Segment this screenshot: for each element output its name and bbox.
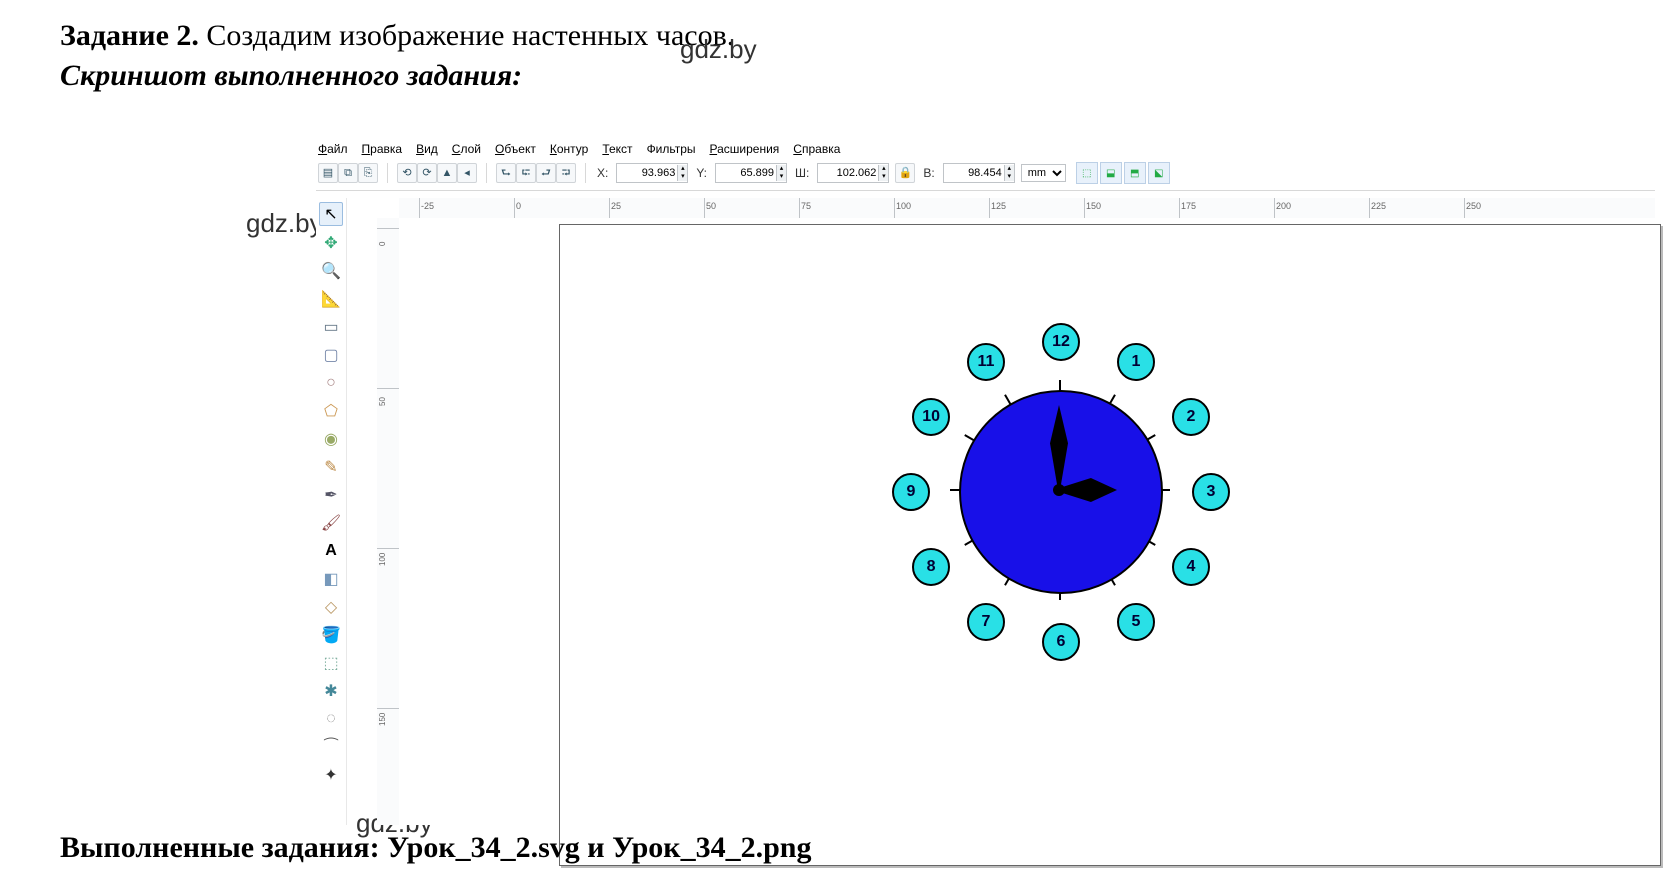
menu-item[interactable]: Фильтры bbox=[647, 142, 696, 156]
ellipse-tool[interactable]: ○ bbox=[320, 372, 342, 394]
measure-tool[interactable]: 📐 bbox=[320, 288, 342, 310]
toolbar-icon[interactable]: ▲ bbox=[437, 163, 457, 183]
calligraphy-tool[interactable]: 🖌 bbox=[320, 512, 342, 534]
toolbar-icon[interactable]: ⎘ bbox=[358, 163, 378, 183]
menu-item[interactable]: Текст bbox=[602, 142, 632, 156]
inkscape-editor: Файл Правка Вид Слой Объект Контур Текст Фильтр… bbox=[316, 138, 1655, 825]
spiral-tool[interactable]: ◉ bbox=[320, 428, 342, 450]
menubar: Файл Правка Вид Слой Объект Контур Текст Фильтр… bbox=[316, 138, 1655, 160]
lock-icon[interactable]: 🔒 bbox=[895, 163, 915, 183]
node-tool[interactable]: ✥ bbox=[320, 232, 342, 254]
menu-item[interactable]: Слой bbox=[452, 142, 481, 156]
toolbar-icon[interactable]: ⟳ bbox=[417, 163, 437, 183]
spray-tool[interactable]: ✱ bbox=[320, 680, 342, 702]
menu-item[interactable]: Расширения bbox=[710, 142, 780, 156]
watermark: gdz.by bbox=[246, 208, 323, 239]
toolbar: ▤⧉⎘ ⟲⟳▲◂ ⮑⮓⮐⮒ X: ▴▾ Y: ▴▾ Ш: ▴▾ 🔒 В: ▴▾ … bbox=[316, 160, 1655, 191]
units-select[interactable]: mm bbox=[1021, 164, 1066, 182]
ruler-vertical[interactable]: 050100150 bbox=[377, 218, 400, 825]
task-number: Задание 2. bbox=[60, 19, 199, 52]
dropper-tool[interactable]: ✦ bbox=[320, 764, 342, 786]
menu-item[interactable]: Контур bbox=[550, 142, 588, 156]
pencil-tool[interactable]: ✎ bbox=[320, 456, 342, 478]
menu-item[interactable]: Справка bbox=[793, 142, 840, 156]
star-tool[interactable]: ⬠ bbox=[320, 400, 342, 422]
y-input[interactable]: ▴▾ bbox=[715, 163, 787, 183]
toolbar-icon[interactable]: ⮒ bbox=[556, 163, 576, 183]
task-heading: Задание 2. Создадим изображение настенны… bbox=[60, 16, 1605, 57]
toolbox: ↖ ✥ 🔍 📐 ▭ ▢ ○ ⬠ ◉ ✎ ✒ 🖌 A ◧ ◇ 🪣 ⬚ ✱ ◌ ⁀ ✦ bbox=[316, 198, 347, 825]
bezier-tool[interactable]: ✒ bbox=[320, 484, 342, 506]
clock-hands bbox=[874, 305, 1244, 675]
toolbar-icon[interactable]: ⮓ bbox=[516, 163, 536, 183]
menu-item[interactable]: Файл bbox=[318, 142, 348, 156]
h-input[interactable]: ▴▾ bbox=[943, 163, 1015, 183]
paintbucket-tool[interactable]: 🪣 bbox=[320, 624, 342, 646]
x-label: X: bbox=[597, 166, 608, 180]
toolbar-icon[interactable]: ◂ bbox=[457, 163, 477, 183]
toolbar-snap-button[interactable]: ⬒ bbox=[1124, 162, 1146, 184]
clock-drawing: 121234567891011 bbox=[874, 305, 1244, 675]
toolbar-icon[interactable]: ⟲ bbox=[397, 163, 417, 183]
page-rect: 121234567891011 bbox=[559, 224, 1661, 866]
subheading: Скриншот выполненного задания: bbox=[60, 59, 1605, 93]
menu-item[interactable]: Правка bbox=[362, 142, 403, 156]
rect-tool[interactable]: ▭ bbox=[320, 316, 342, 338]
x-input[interactable]: ▴▾ bbox=[616, 163, 688, 183]
toolbar-snap-button[interactable]: ⬕ bbox=[1148, 162, 1170, 184]
text-tool[interactable]: A bbox=[320, 540, 342, 562]
footer-text: Выполненные задания: Урок_34_2.svg и Уро… bbox=[60, 831, 1605, 865]
toolbar-icon[interactable]: ⮐ bbox=[536, 163, 556, 183]
w-input[interactable]: ▴▾ bbox=[817, 163, 889, 183]
toolbar-snap-button[interactable]: ⬓ bbox=[1100, 162, 1122, 184]
w-label: Ш: bbox=[795, 166, 809, 180]
connector-tool[interactable]: ⁀ bbox=[320, 736, 342, 758]
toolbar-icon[interactable]: ⧉ bbox=[338, 163, 358, 183]
ruler-horizontal[interactable]: -250255075100125150175200225250 bbox=[399, 198, 1655, 219]
zoom-tool[interactable]: 🔍 bbox=[320, 260, 342, 282]
toolbar-snap-button[interactable]: ⬚ bbox=[1076, 162, 1098, 184]
selector-tool[interactable]: ↖ bbox=[319, 202, 343, 226]
menu-item[interactable]: Объект bbox=[495, 142, 536, 156]
h-label: В: bbox=[923, 166, 934, 180]
y-label: Y: bbox=[696, 166, 707, 180]
mesh-tool[interactable]: ◇ bbox=[320, 596, 342, 618]
eraser-tool[interactable]: ◌ bbox=[320, 708, 342, 730]
toolbar-icon[interactable]: ⮑ bbox=[496, 163, 516, 183]
menu-item[interactable]: Вид bbox=[416, 142, 438, 156]
tweak-tool[interactable]: ⬚ bbox=[320, 652, 342, 674]
task-text: Создадим изображение настенных часов. bbox=[199, 19, 734, 52]
gradient-tool[interactable]: ◧ bbox=[320, 568, 342, 590]
toolbar-icon[interactable]: ▤ bbox=[318, 163, 338, 183]
canvas[interactable]: 121234567891011 bbox=[399, 218, 1655, 825]
3dbox-tool[interactable]: ▢ bbox=[320, 344, 342, 366]
